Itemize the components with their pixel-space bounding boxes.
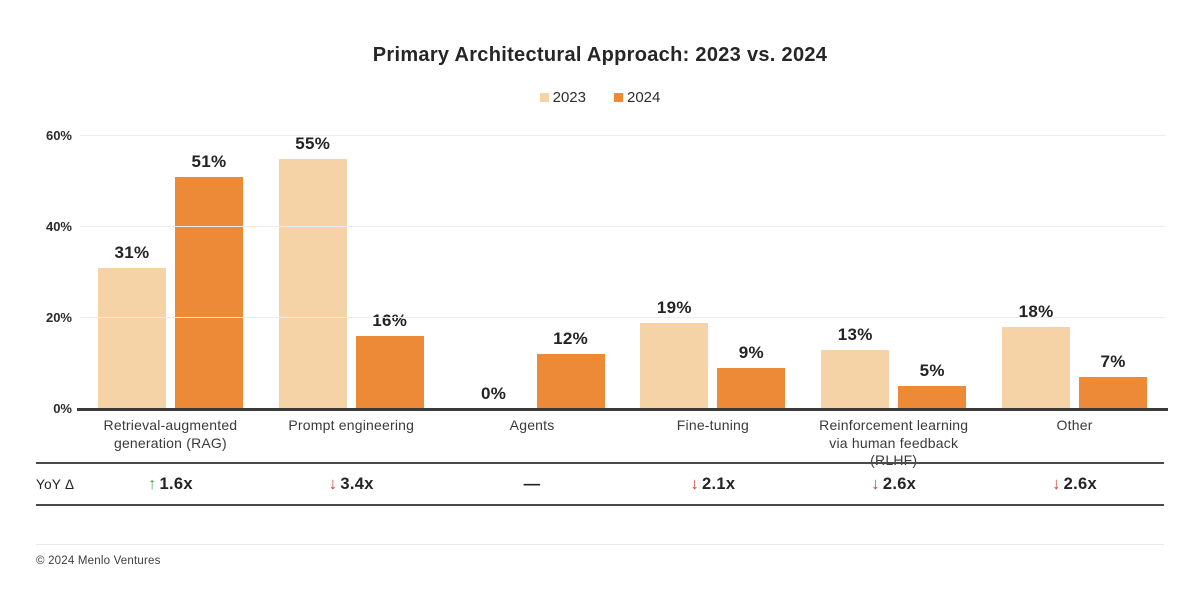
bar-2023: 19% bbox=[640, 298, 709, 409]
bar-2024: 9% bbox=[717, 343, 786, 409]
category-label: Fine-tuning bbox=[676, 417, 750, 433]
plot-area: 31% 51% 55% 16% 0% 12% 19% 9% 13% 5% 18% 7% 0% 20% 40… bbox=[46, 128, 1168, 416]
y-tick-label: 60% bbox=[45, 128, 72, 143]
yoy-table: YoY Δ ↑ 1.6x ↓ 3.4x — ↓ 2.1x ↓ 2.6x ↓ 2.6x bbox=[36, 462, 1164, 506]
category-label: Retrieval-augmented generation (RAG) bbox=[103, 417, 238, 451]
bar-group: 55% 16% bbox=[261, 134, 442, 409]
yoy-delta-value: 2.6x bbox=[882, 474, 917, 493]
bar-value-label: 12% bbox=[553, 329, 589, 349]
legend-swatch-2024 bbox=[614, 93, 623, 102]
bar-value-label: 0% bbox=[480, 384, 507, 403]
y-tick-label: 0% bbox=[53, 401, 72, 416]
yoy-cells: ↑ 1.6x ↓ 3.4x — ↓ 2.1x ↓ 2.6x ↓ 2.6x bbox=[80, 464, 1165, 504]
yoy-row-label: YoY Δ bbox=[36, 476, 75, 492]
yoy-delta: ↓ 2.1x bbox=[622, 475, 803, 494]
arrow-up-icon: ↑ bbox=[147, 474, 157, 493]
legend-label: 2024 bbox=[627, 89, 661, 106]
category-label: Agents bbox=[509, 417, 555, 433]
bar-2024: 7% bbox=[1079, 352, 1148, 409]
bar-value-label: 55% bbox=[295, 133, 331, 153]
bar-2024: 51% bbox=[174, 152, 243, 409]
bar-group: 13% 5% bbox=[803, 136, 984, 409]
y-tick-label: 40% bbox=[45, 219, 72, 234]
chart-title: Primary Architectural Approach: 2023 vs.… bbox=[372, 44, 828, 66]
legend-swatch-2023 bbox=[539, 93, 549, 102]
bar-group: 18% 7% bbox=[984, 136, 1165, 409]
category-label: Other bbox=[1056, 417, 1093, 433]
bar-value-label: 9% bbox=[738, 343, 764, 363]
category-axis: Retrieval-augmented generation (RAG) Prom… bbox=[80, 417, 1165, 470]
yoy-delta: ↓ 3.4x bbox=[261, 475, 442, 494]
bar-value-label: 13% bbox=[837, 324, 873, 344]
footer-divider bbox=[36, 544, 1164, 545]
arrow-down-icon: ↓ bbox=[328, 474, 338, 493]
bar-value-label: 16% bbox=[372, 311, 408, 331]
bar-2023: 55% bbox=[278, 134, 347, 409]
bar-group: 0% 12% bbox=[442, 136, 623, 409]
bar-2023: 18% bbox=[1002, 302, 1071, 409]
category-label: Prompt engineering bbox=[288, 417, 415, 433]
legend: 2023 2024 bbox=[0, 89, 1200, 106]
yoy-delta-value: 3.4x bbox=[340, 474, 374, 493]
x-axis-line bbox=[77, 408, 1168, 411]
arrow-down-icon: ↓ bbox=[1052, 474, 1061, 493]
yoy-delta: ↑ 1.6x bbox=[80, 475, 261, 494]
bar-value-label: 51% bbox=[191, 151, 227, 171]
gridline-60 bbox=[80, 135, 1165, 136]
yoy-delta-value: 1.6x bbox=[159, 474, 193, 493]
bar-value-label: 18% bbox=[1018, 302, 1054, 322]
bar-2024: 5% bbox=[898, 361, 967, 409]
bar-value-label: 5% bbox=[919, 361, 945, 381]
arrow-down-icon: ↓ bbox=[690, 474, 700, 493]
yoy-delta-value: 2.6x bbox=[1063, 474, 1097, 493]
yoy-delta: ↓ 2.6x bbox=[803, 475, 984, 494]
yoy-delta-value: — bbox=[523, 474, 541, 493]
bar-2023: 31% bbox=[97, 243, 166, 409]
gridline-20 bbox=[80, 317, 1165, 318]
bar-value-label: 19% bbox=[656, 297, 692, 317]
bar-value-label: 31% bbox=[114, 242, 150, 262]
y-tick-label: 20% bbox=[45, 310, 72, 325]
legend-item-2023: 2023 bbox=[539, 89, 586, 106]
yoy-delta: — bbox=[442, 475, 623, 494]
legend-label: 2023 bbox=[552, 89, 586, 106]
bar-2024: 16% bbox=[355, 311, 424, 409]
arrow-down-icon: ↓ bbox=[871, 474, 880, 493]
yoy-delta: ↓ 2.6x bbox=[984, 475, 1165, 494]
gridline-40 bbox=[80, 226, 1165, 227]
bar-groups: 31% 51% 55% 16% 0% 12% 19% 9% 13% 5% 18% 7% bbox=[80, 134, 1165, 409]
legend-item-2024: 2024 bbox=[614, 89, 660, 106]
copyright-text: © 2024 Menlo Ventures bbox=[36, 555, 161, 567]
yoy-delta-value: 2.1x bbox=[702, 474, 736, 493]
bar-2023: 13% bbox=[821, 325, 890, 409]
bar-2024: 12% bbox=[536, 329, 605, 409]
bar-group: 31% 51% bbox=[80, 136, 261, 409]
bar-value-label: 7% bbox=[1100, 352, 1126, 372]
bar-group: 19% 9% bbox=[622, 136, 803, 409]
category-label: Reinforcement learning via human feedbac… bbox=[819, 417, 969, 468]
